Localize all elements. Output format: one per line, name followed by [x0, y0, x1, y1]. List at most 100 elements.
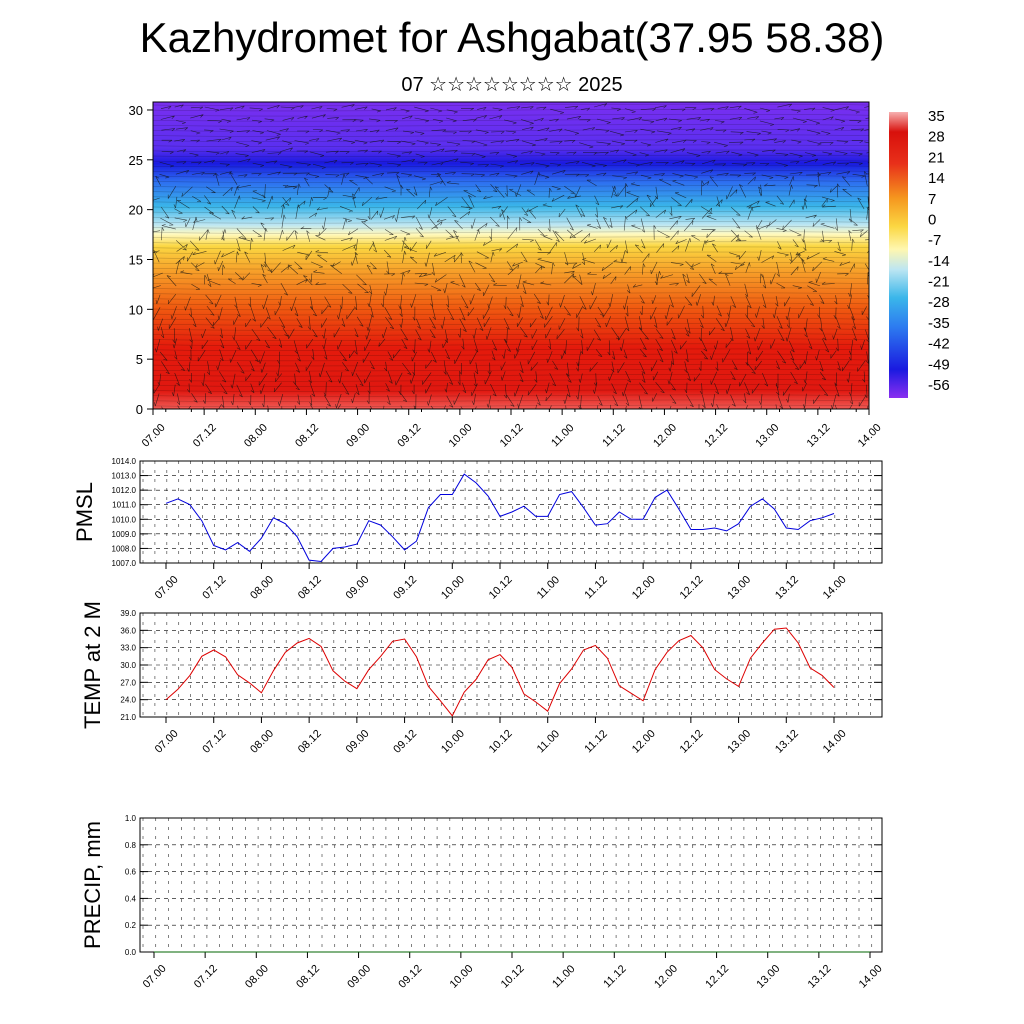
- contour-line: [153, 313, 869, 316]
- heatmap-y-axis: 0 5 10 15 20 25 30: [129, 103, 153, 417]
- contour-line: [153, 399, 869, 402]
- precip-x-tick-label: 10.00: [448, 963, 476, 991]
- pmsl-y-tick-label: 1007.0: [112, 559, 137, 568]
- temp-x-tick-label: 11.12: [582, 728, 609, 755]
- precip-x-tick-label: 09.00: [345, 963, 373, 991]
- colorbar-label: -21: [928, 274, 950, 291]
- heatmap-x-tick-label: 12.12: [702, 422, 730, 450]
- precip-y-tick-label: 0.2: [125, 921, 137, 930]
- contour-line: [153, 241, 869, 244]
- heatmap-x-axis: 07.00 07.12 08.00 08.12 09.00 09.12 10.00 10.12…: [140, 409, 884, 450]
- pmsl-panel: 1007.0 1008.0 1009.0 1010.0 1011.0 1012.0 1013…: [72, 457, 883, 602]
- colorbar-label: 21: [928, 149, 945, 166]
- precip-x-tick-label: 14.00: [857, 963, 885, 991]
- contour-line: [153, 333, 869, 336]
- temp-x-tick-label: 12.12: [678, 728, 706, 756]
- contour-line: [153, 221, 869, 224]
- pmsl-x-tick-label: 07.12: [200, 574, 228, 602]
- contour-line: [153, 114, 869, 117]
- contour-line: [153, 358, 869, 362]
- contour-line: [153, 165, 869, 168]
- contour-line: [153, 216, 869, 219]
- contour-line: [153, 134, 869, 137]
- precip-x-tick-label: 07.00: [141, 963, 169, 991]
- precip-panel: 0.0 0.2 0.4 0.6 0.8 1.0 07.00 07.12 08.00 08.12 09…: [80, 814, 885, 991]
- contour-line: [153, 190, 869, 193]
- colorbar-label: -35: [928, 315, 950, 332]
- contour-line: [153, 149, 869, 152]
- pmsl-x-tick-label: 11.00: [535, 574, 562, 601]
- contour-line: [153, 348, 869, 351]
- contour-line: [153, 119, 869, 122]
- pmsl-y-axis-label: PMSL: [72, 482, 97, 542]
- contour-line: [153, 292, 869, 295]
- temp-x-tick-label: 07.12: [200, 728, 228, 756]
- colorbar-label: 35: [928, 108, 945, 125]
- pmsl-y-tick-label: 1009.0: [112, 530, 137, 539]
- contour-line: [153, 109, 869, 112]
- pmsl-series-line: [165, 473, 835, 563]
- precip-x-tick-label: 13.12: [806, 963, 834, 991]
- temp-x-tick-label: 13.12: [773, 728, 801, 756]
- precip-x-tick-label: 13.00: [754, 963, 782, 991]
- heatmap-x-tick-label: 08.00: [242, 422, 270, 450]
- contour-line: [153, 236, 869, 239]
- contour-line: [153, 338, 869, 341]
- contour-line: [153, 211, 869, 214]
- temp-x-tick-label: 09.12: [391, 728, 419, 756]
- contour-line: [153, 353, 869, 356]
- contour-line: [153, 160, 869, 163]
- contour-line: [153, 129, 869, 132]
- wind-arrow-field: [153, 103, 869, 409]
- contour-line: [153, 195, 869, 198]
- contour-line: [153, 246, 869, 249]
- precip-x-tick-label: 08.00: [243, 963, 271, 991]
- contour-line: [153, 205, 869, 209]
- contour-line: [153, 282, 869, 285]
- temp-y-tick-label: 36.0: [120, 626, 136, 635]
- contour-line: [153, 251, 869, 254]
- heatmap-y-tick-label: 0: [136, 402, 143, 417]
- precip-x-tick-label: 10.12: [499, 963, 527, 991]
- pmsl-y-tick-label: 1011.0: [112, 501, 136, 510]
- heatmap-x-tick-label: 09.00: [344, 422, 372, 450]
- colorbar-label: -49: [928, 356, 950, 373]
- contour-line: [153, 139, 869, 142]
- pmsl-x-tick-label: 11.12: [582, 574, 609, 601]
- pmsl-y-tick-label: 1013.0: [112, 472, 137, 481]
- colorbar-label: -7: [928, 232, 941, 249]
- contour-line: [153, 124, 869, 127]
- colorbar-label: -42: [928, 336, 950, 353]
- colorbar-label: 28: [928, 129, 945, 146]
- contour-line: [153, 364, 869, 367]
- contour-line: [153, 394, 869, 397]
- heatmap-x-tick-label: 12.00: [651, 422, 679, 450]
- precip-y-tick-label: 0.4: [125, 894, 137, 903]
- temp-y-tick-label: 39.0: [120, 609, 136, 618]
- colorbar-labels: 35 28 21 14 7 0 -7 -14 -21 -28 -35 -42 -49 -56: [928, 108, 950, 394]
- colorbar-label: 14: [928, 170, 945, 187]
- contour-line: [153, 175, 869, 178]
- precip-x-tick-label: 11.12: [601, 963, 628, 990]
- heatmap-x-tick-label: 14.00: [856, 422, 884, 450]
- heatmap-y-tick-label: 15: [129, 252, 143, 267]
- contour-line: [153, 389, 869, 392]
- pmsl-x-tick-label: 08.00: [248, 574, 276, 602]
- temp-series-line: [165, 627, 835, 717]
- colorbar-label: 7: [928, 191, 936, 208]
- page-subtitle: 07 ☆☆☆☆☆☆☆☆ 2025: [401, 74, 623, 96]
- contour-line: [153, 277, 869, 280]
- temp-y-tick-label: 33.0: [120, 644, 136, 653]
- precip-y-tick-label: 0.6: [125, 868, 137, 877]
- page-title: Kazhydromet for Ashgabat(37.95 58.38): [139, 14, 885, 61]
- heatmap-x-tick-label: 10.12: [498, 422, 526, 450]
- colorbar-label: -28: [928, 294, 950, 311]
- precip-x-tick-label: 09.12: [396, 963, 424, 991]
- heatmap-x-tick-label: 07.00: [140, 422, 168, 450]
- cross-section-panel: 0 5 10 15 20 25 30 07.00 07.12 08.00 08.12 09.00 09…: [129, 101, 950, 450]
- heatmap-y-tick-label: 20: [129, 203, 143, 218]
- pmsl-x-tick-label: 14.00: [821, 574, 849, 602]
- temp-x-tick-label: 13.00: [725, 728, 753, 756]
- contour-line: [153, 369, 869, 372]
